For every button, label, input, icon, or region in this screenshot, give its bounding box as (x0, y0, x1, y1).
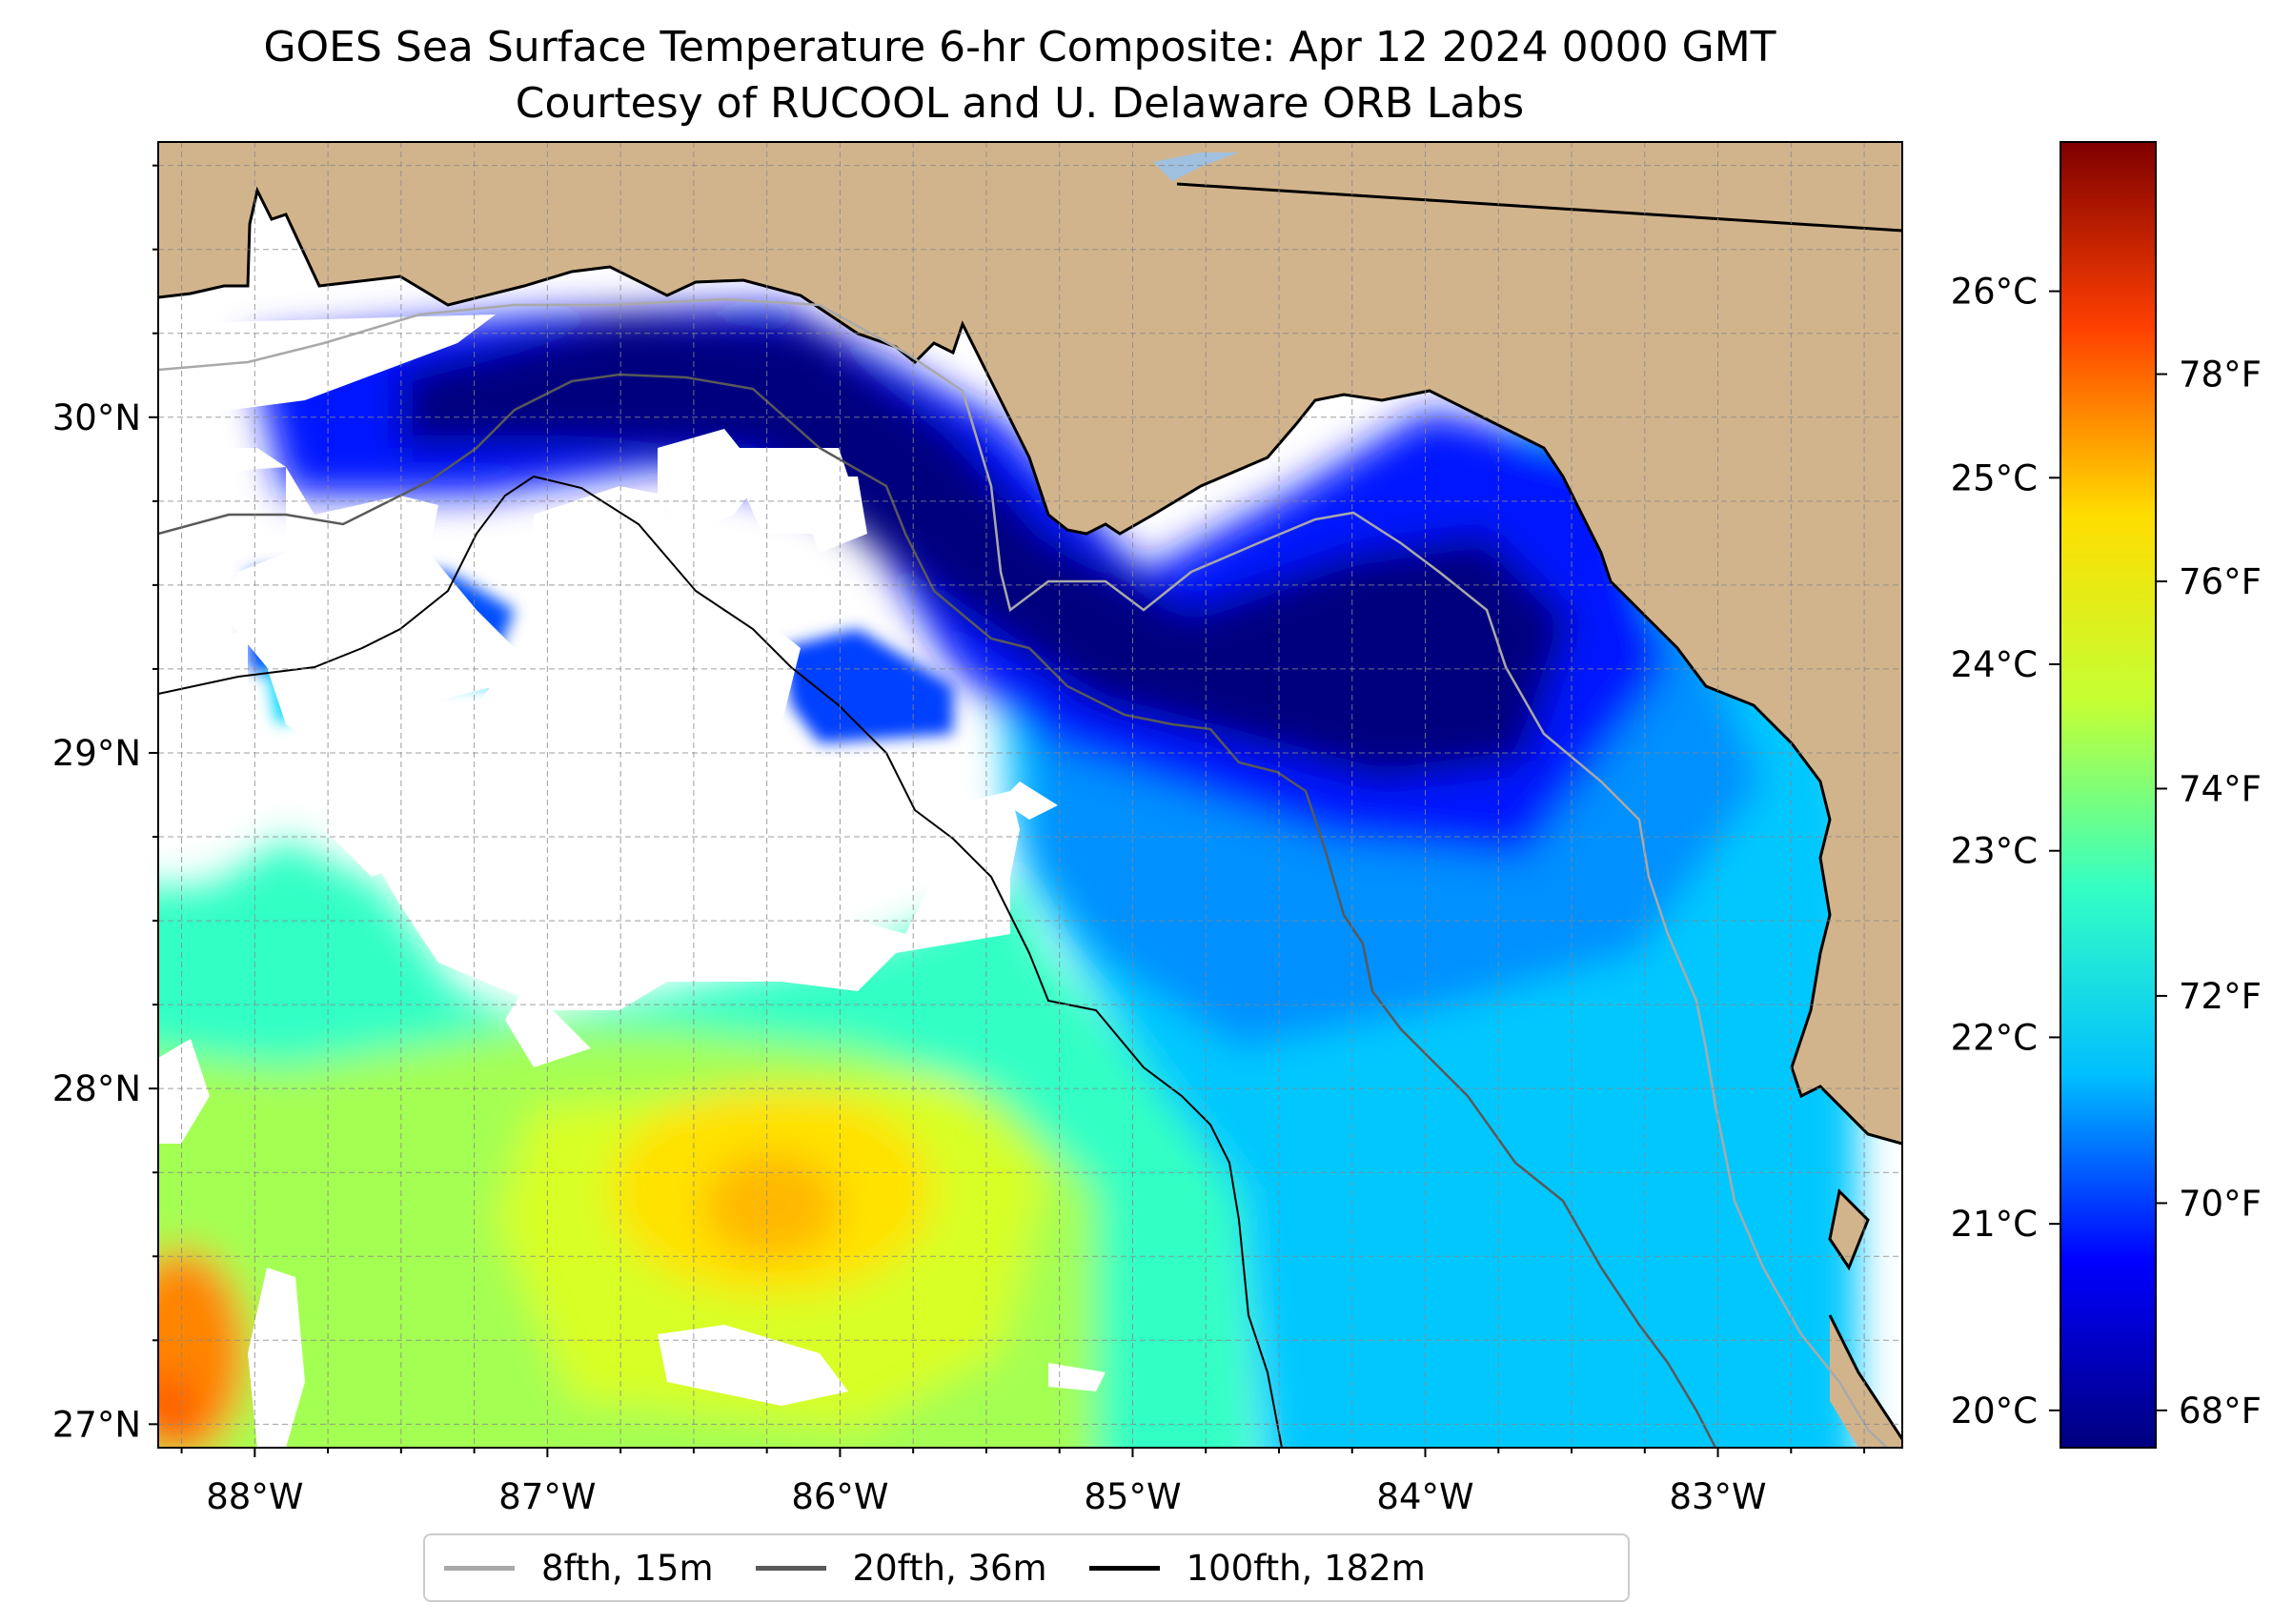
no-data-areas (158, 142, 1106, 1448)
celsius-tick-label: 20°C (1951, 1391, 2038, 1431)
legend-label: 20fth, 36m (852, 1547, 1047, 1589)
lon-tick-label: 84°W (1376, 1476, 1473, 1517)
celsius-tick-label: 21°C (1951, 1204, 2038, 1245)
celsius-tick-label: 26°C (1951, 272, 2038, 313)
gridlines (158, 142, 1902, 1448)
chart-title: GOES Sea Surface Temperature 6-hr Compos… (263, 23, 1776, 71)
legend-line-swatch (1088, 1565, 1160, 1571)
sst-field (158, 305, 1858, 1448)
colorbar-axes: 20°C 21°C 22°C 23°C 24°C 25°C 26°C 68°F 70°F 72°F… (1951, 272, 2262, 1431)
fahrenheit-tick-label: 72°F (2179, 976, 2262, 1017)
map-panel (158, 142, 1902, 1448)
lake (1153, 152, 1239, 181)
legend-entry: 20fth, 36m (755, 1547, 1047, 1589)
lon-tick-label: 85°W (1084, 1476, 1181, 1517)
legend-entry: 8fth, 15m (444, 1548, 714, 1589)
map-axes: 88°W 87°W 86°W 85°W 84°W 83°W 27°N 28°N 29°N 30°N (52, 164, 1866, 1517)
isobath-legend: 8fth, 15m 20fth, 36m 100fth, 182m (423, 1533, 1630, 1602)
legend-label: 8fth, 15m (541, 1547, 714, 1589)
celsius-tick-label: 23°C (1951, 831, 2038, 872)
fahrenheit-tick-label: 70°F (2179, 1183, 2262, 1224)
lat-tick-label: 30°N (52, 397, 141, 438)
legend-line-swatch (755, 1565, 826, 1571)
celsius-tick-label: 22°C (1951, 1017, 2038, 1058)
fahrenheit-tick-label: 74°F (2179, 768, 2262, 809)
fahrenheit-tick-label: 76°F (2179, 561, 2262, 602)
state-border (1176, 182, 1902, 233)
lon-tick-label: 88°W (206, 1476, 303, 1517)
colorbar (2060, 141, 2157, 1449)
celsius-tick-label: 25°C (1951, 457, 2038, 498)
legend-entry: 100fth, 182m (1088, 1547, 1426, 1589)
isobath-8fth (158, 297, 1888, 1448)
legend-line-swatch (444, 1565, 515, 1571)
chart-subtitle: Courtesy of RUCOOL and U. Delaware ORB L… (515, 79, 1525, 128)
lat-tick-label: 29°N (52, 733, 141, 774)
lat-tick-label: 28°N (52, 1068, 141, 1109)
coastline (158, 186, 1902, 1146)
legend-label: 100fth, 182m (1186, 1547, 1426, 1589)
land (158, 142, 1902, 1144)
fahrenheit-tick-label: 68°F (2179, 1391, 2262, 1431)
fahrenheit-tick-label: 78°F (2179, 355, 2262, 396)
lon-tick-label: 86°W (791, 1476, 888, 1517)
map-frame (157, 141, 1903, 1449)
lon-tick-label: 83°W (1669, 1476, 1766, 1517)
isobath-20fth (158, 373, 1717, 1448)
lon-tick-label: 87°W (498, 1476, 596, 1517)
celsius-tick-label: 24°C (1951, 644, 2038, 685)
lat-tick-label: 27°N (52, 1404, 141, 1445)
